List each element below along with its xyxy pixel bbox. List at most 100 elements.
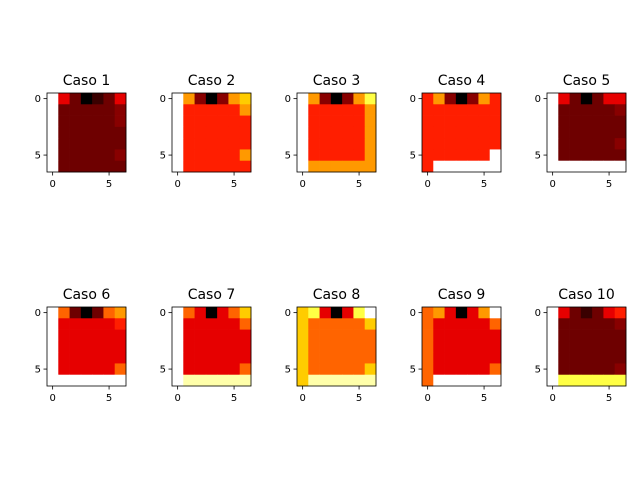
heatmap-cell [614,329,627,342]
heatmap-cell [433,104,445,116]
heatmap-cell [558,126,570,139]
heatmap-cell [444,126,457,139]
panel-title: Caso 9 [438,287,486,303]
heatmap-cell [422,126,434,139]
heatmap-cell [205,352,218,364]
heatmap-cell [342,352,354,364]
heatmap-cell [558,149,570,162]
heatmap-cell [478,138,491,150]
heatmap-cell [228,149,241,162]
heatmap-cell [364,374,377,387]
heatmap-cell [547,115,559,128]
y-tick-label: 0 [285,308,291,319]
heatmap-cell [183,340,195,353]
heatmap-cell [69,138,82,150]
heatmap-cell [183,352,195,364]
heatmap-cell [183,93,195,105]
heatmap-cell [342,374,354,387]
heatmap-cell [547,104,559,116]
heatmap-cell [308,126,320,139]
heatmap-cell [547,363,559,376]
heatmap-cell [558,104,570,116]
heatmap-cell [58,307,70,319]
heatmap-cell [330,160,343,173]
heatmap-cell [603,318,616,330]
heatmap-cell [467,318,479,330]
heatmap-cell [194,307,207,319]
heatmap-cell [194,160,207,173]
heatmap-cell [172,318,184,330]
panel-title: Caso 2 [188,73,236,89]
heatmap-cell [330,318,343,330]
heatmap-cell [444,307,457,319]
heatmap-cell [58,126,70,139]
heatmap-cell [364,329,377,342]
x-tick-label: 0 [49,179,55,190]
heatmap-cell [422,160,434,173]
heatmap-cell [455,138,468,150]
heatmap-cell [580,115,593,128]
heatmap-cell [172,93,184,105]
axes-frame [421,92,502,173]
heatmap-cell [103,363,116,376]
heatmap-cell [103,93,116,105]
heatmap-cell [330,307,343,319]
heatmap-cell [58,374,70,387]
heatmap-cell [455,160,468,173]
heatmap-cell [172,352,184,364]
heatmap-cell [547,126,559,139]
heatmap-cell [592,374,604,387]
heatmap-cell [342,363,354,376]
heatmap-cell [364,307,377,319]
heatmap-cell [569,138,582,150]
heatmap-cell [205,93,218,105]
heatmap-cell [364,138,377,150]
heatmap-cell [80,318,93,330]
heatmap-cell [569,352,582,364]
heatmap-cell [103,115,116,128]
heatmap-cell [308,352,320,364]
heatmap-cell [467,340,479,353]
heatmap-cell [342,138,354,150]
heatmap-cell [478,363,491,376]
heatmap-cell [172,329,184,342]
heatmap-cell [47,149,59,162]
heatmap-cell [614,307,627,319]
heatmap-cell [297,374,309,387]
heatmap-cell [603,352,616,364]
heatmap-cell [239,307,252,319]
heatmap-cell [342,318,354,330]
heatmap-cell [353,307,366,319]
heatmap-cell [489,363,502,376]
heatmap-cell [103,374,116,387]
x-tick-label: 0 [424,179,430,190]
heatmap-cell [205,318,218,330]
heatmap-cell [547,374,559,387]
heatmap-cell [319,318,332,330]
heatmap-cell [444,93,457,105]
heatmap-cell [569,318,582,330]
heatmap-cell [364,93,377,105]
heatmap-cell [489,307,502,319]
heatmap-cell [478,149,491,162]
heatmap-cell [592,307,604,319]
heatmap-cell [58,363,70,376]
y-tick-label: 0 [535,94,541,105]
axes-frame [171,306,252,387]
x-tick-label: 0 [424,393,430,404]
heatmap-cell [467,104,479,116]
heatmap-cell [478,115,491,128]
heatmap-cell [603,104,616,116]
heatmap-cell [455,318,468,330]
heatmap-cell [455,352,468,364]
heatmap-cell [239,93,252,105]
heatmap-cell [172,374,184,387]
heatmap-cell [172,126,184,139]
heatmap-cell [172,160,184,173]
heatmap-cell [114,318,127,330]
heatmap-cell [444,352,457,364]
heatmap-cell [114,363,127,376]
heatmap-cell [603,329,616,342]
heatmap-panel: 0 5 0 5 Caso 4 [410,73,502,190]
heatmap-cell [489,93,502,105]
